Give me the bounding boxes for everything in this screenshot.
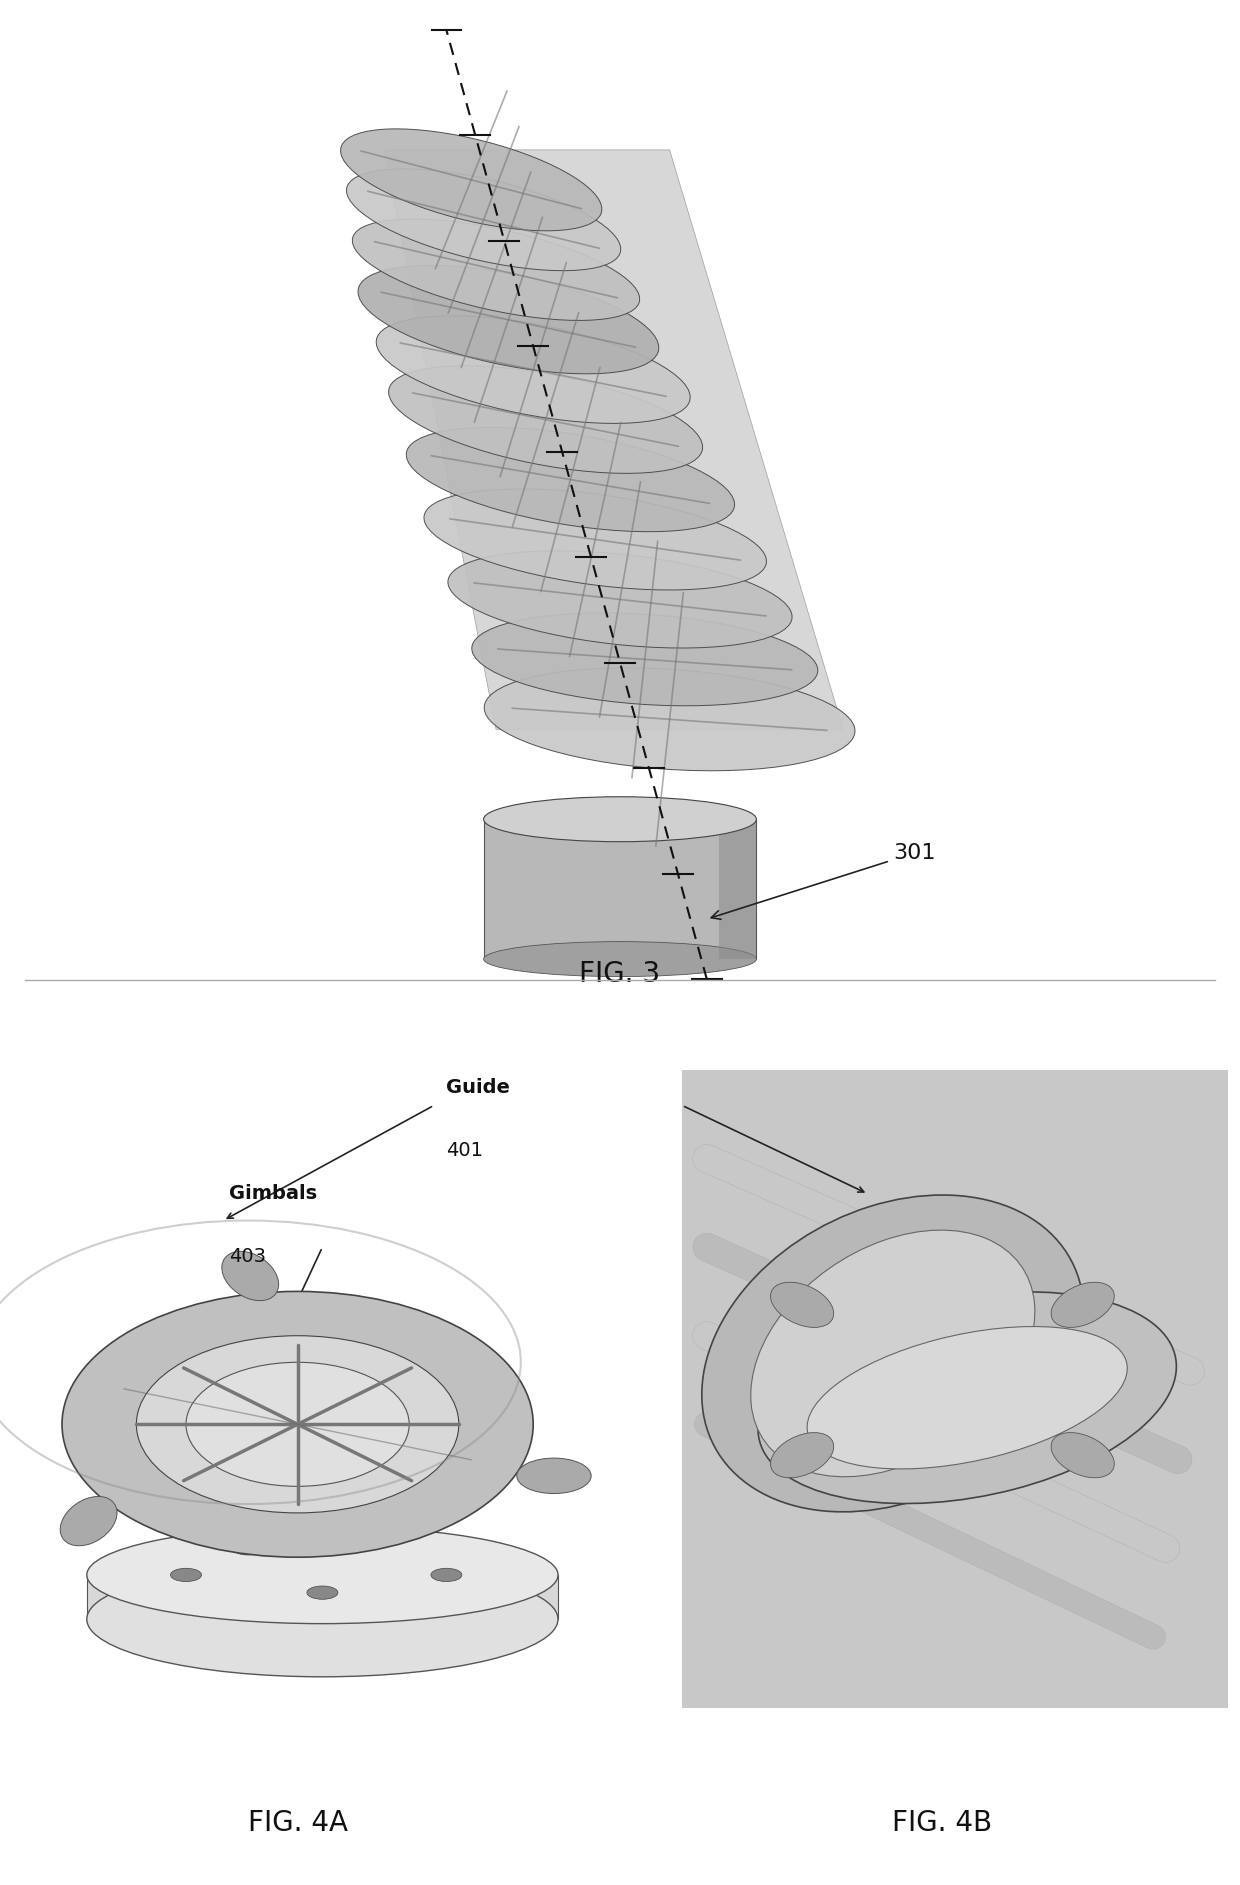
Ellipse shape (770, 1282, 833, 1327)
Ellipse shape (358, 266, 658, 373)
Ellipse shape (750, 1231, 1035, 1476)
Ellipse shape (87, 1561, 558, 1678)
Text: 401: 401 (446, 1140, 484, 1159)
Ellipse shape (87, 1527, 558, 1623)
Polygon shape (384, 151, 843, 729)
Ellipse shape (484, 797, 756, 843)
Ellipse shape (222, 1252, 279, 1301)
Ellipse shape (308, 1585, 337, 1598)
Ellipse shape (807, 1327, 1127, 1468)
Ellipse shape (61, 1497, 117, 1546)
Text: 301: 301 (712, 843, 935, 920)
Ellipse shape (232, 1542, 263, 1555)
Polygon shape (682, 1071, 1228, 1708)
Polygon shape (484, 820, 756, 959)
Ellipse shape (770, 1433, 833, 1478)
Ellipse shape (484, 942, 756, 976)
Text: Gimbals: Gimbals (229, 1184, 317, 1203)
Text: FIG. 4B: FIG. 4B (893, 1810, 992, 1838)
Ellipse shape (424, 488, 766, 590)
Ellipse shape (352, 219, 640, 320)
Ellipse shape (517, 1459, 591, 1493)
Polygon shape (87, 1576, 558, 1619)
Ellipse shape (448, 550, 792, 648)
Ellipse shape (388, 366, 703, 473)
Ellipse shape (376, 317, 691, 424)
Ellipse shape (758, 1291, 1177, 1504)
Ellipse shape (702, 1195, 1084, 1512)
Ellipse shape (407, 428, 734, 532)
Ellipse shape (485, 667, 854, 771)
Ellipse shape (346, 170, 621, 271)
Polygon shape (719, 820, 756, 959)
Text: FIG. 4A: FIG. 4A (248, 1810, 347, 1838)
Ellipse shape (171, 1568, 201, 1582)
Ellipse shape (1052, 1433, 1115, 1478)
Text: 403: 403 (229, 1248, 267, 1267)
Ellipse shape (186, 1363, 409, 1485)
Ellipse shape (471, 613, 818, 705)
Ellipse shape (1052, 1282, 1115, 1327)
Ellipse shape (432, 1568, 463, 1582)
Text: FIG. 3: FIG. 3 (579, 959, 661, 988)
Ellipse shape (341, 128, 601, 230)
Text: Guide: Guide (446, 1078, 511, 1097)
Ellipse shape (62, 1291, 533, 1557)
Ellipse shape (136, 1336, 459, 1514)
